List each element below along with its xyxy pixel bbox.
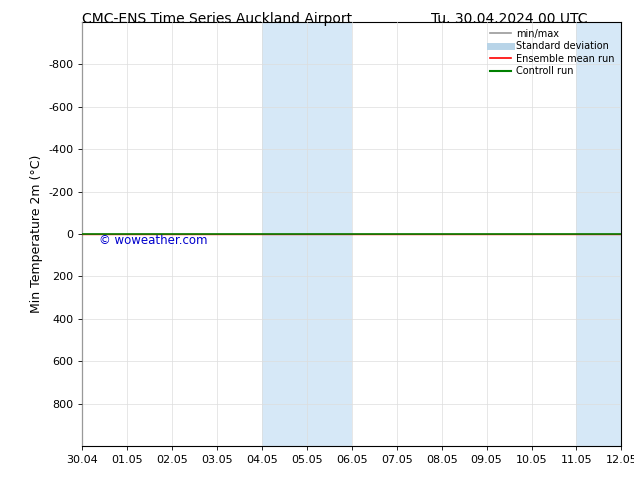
Y-axis label: Min Temperature 2m (°C): Min Temperature 2m (°C) xyxy=(30,155,42,313)
Bar xyxy=(262,22,352,446)
Text: Tu. 30.04.2024 00 UTC: Tu. 30.04.2024 00 UTC xyxy=(431,12,588,26)
Legend: min/max, Standard deviation, Ensemble mean run, Controll run: min/max, Standard deviation, Ensemble me… xyxy=(488,27,616,78)
Text: © woweather.com: © woweather.com xyxy=(99,234,207,247)
Bar xyxy=(576,22,634,446)
Text: CMC-ENS Time Series Auckland Airport: CMC-ENS Time Series Auckland Airport xyxy=(82,12,353,26)
